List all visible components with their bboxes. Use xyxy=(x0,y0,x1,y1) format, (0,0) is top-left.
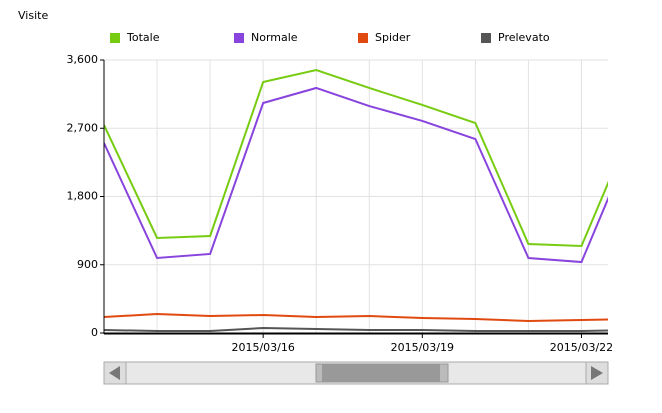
y-tick-label: 2,700 xyxy=(67,121,99,134)
y-tick-label: 3,600 xyxy=(67,53,99,66)
series-line xyxy=(104,313,608,323)
arrow-right xyxy=(591,366,603,380)
legend-swatch xyxy=(234,33,244,43)
legend-swatch xyxy=(481,33,491,43)
legend-swatch xyxy=(110,33,120,43)
arrow-left xyxy=(109,366,120,380)
chart-title: Visite xyxy=(18,9,48,22)
series-line xyxy=(104,326,608,333)
legend: Totale Normale Spider Prelevato xyxy=(110,31,550,44)
x-tick-label: 2015/03/22 xyxy=(550,341,613,354)
scrollbar[interactable] xyxy=(103,361,609,385)
x-tick-label: 2015/03/19 xyxy=(391,341,454,354)
x-tick-label: 2015/03/16 xyxy=(231,341,294,354)
legend-swatch xyxy=(358,33,368,43)
scroll-thumb-inner xyxy=(322,364,440,382)
legend-label: Prelevato xyxy=(498,31,550,44)
legend-label: Totale xyxy=(126,31,160,44)
legend-label: Spider xyxy=(375,31,411,44)
series-line xyxy=(104,86,608,264)
legend-label: Normale xyxy=(251,31,298,44)
series-line xyxy=(104,68,608,248)
y-tick-label: 1,800 xyxy=(67,190,99,203)
lines xyxy=(104,68,608,333)
y-tick-label: 0 xyxy=(91,326,98,339)
y-tick-label: 900 xyxy=(77,258,98,271)
